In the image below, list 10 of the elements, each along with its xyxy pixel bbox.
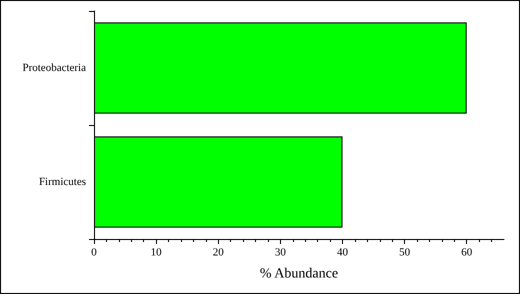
x-tick-label: 0 (91, 246, 98, 258)
x-tick-label: 50 (399, 246, 411, 258)
y-tick-label: Firmicutes (38, 176, 86, 188)
x-tick-label: 40 (336, 246, 348, 258)
y-tick-label: Proteobacteria (22, 62, 86, 74)
x-tick-label: 20 (212, 246, 224, 258)
x-tick-label: 30 (274, 246, 286, 258)
x-axis-title: % Abundance (260, 266, 338, 282)
x-tick-label: 60 (461, 246, 473, 258)
x-tick-label: 10 (150, 246, 162, 258)
